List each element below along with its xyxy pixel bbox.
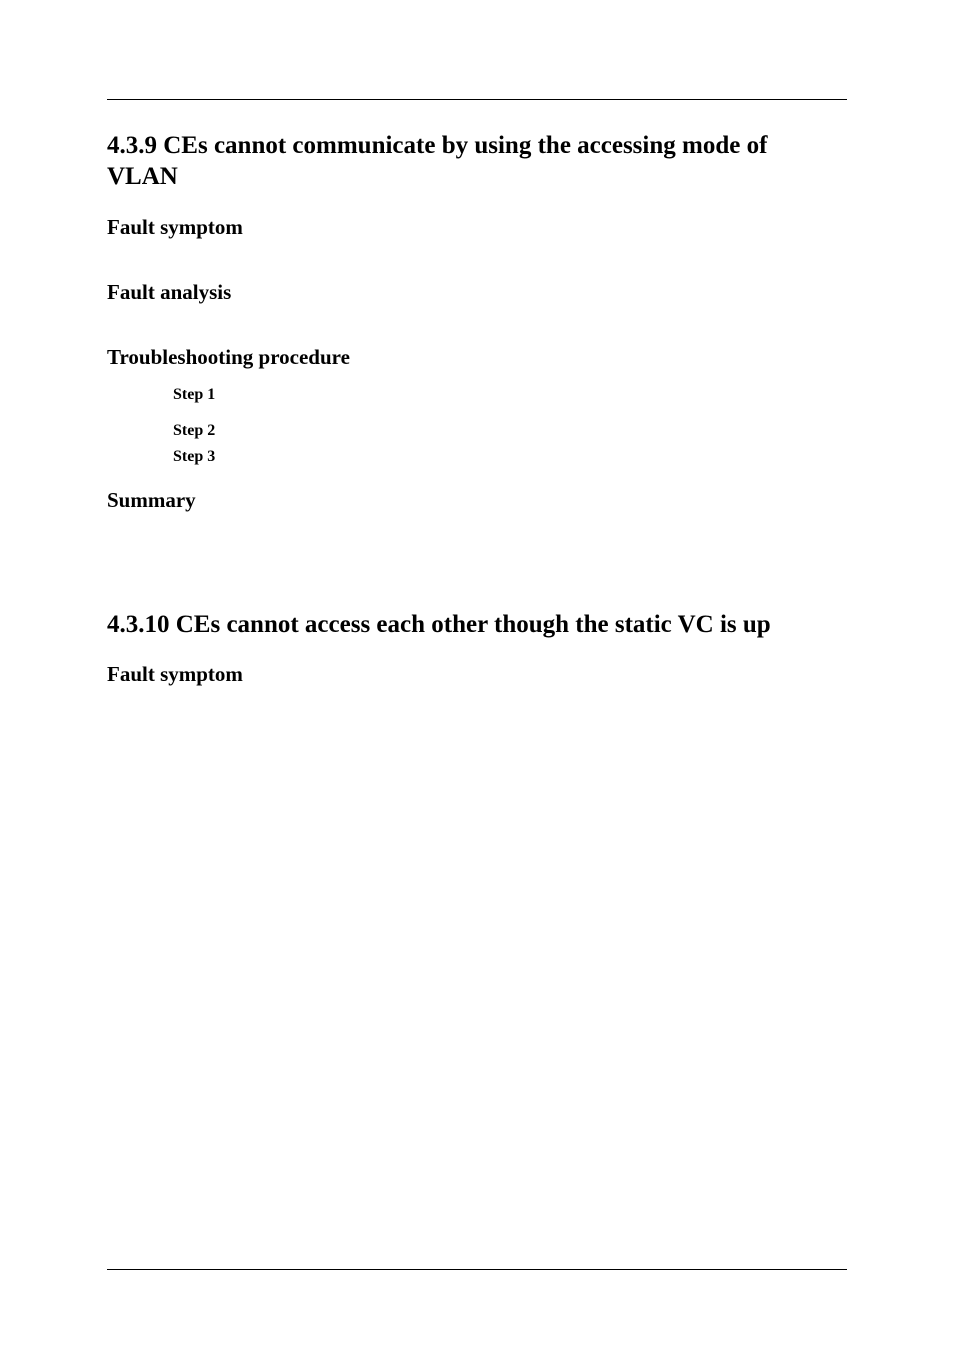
section-gap [107,553,847,609]
bottom-horizontal-rule [107,1269,847,1270]
section-heading-4-3-9: 4.3.9 CEs cannot communicate by using th… [107,130,847,193]
heading-line-2: VLAN [107,163,178,190]
page-container: 4.3.9 CEs cannot communicate by using th… [0,0,954,1350]
top-horizontal-rule [107,99,847,100]
step-2: Step 2 [173,422,847,440]
step-3: Step 3 [173,448,847,466]
subheading-fault-analysis: Fault analysis [107,280,847,305]
steps-list: Step 1 Step 2 Step 3 [173,386,847,466]
subheading-troubleshooting-procedure: Troubleshooting procedure [107,345,847,370]
subheading-summary: Summary [107,488,847,513]
subheading-fault-symptom-1: Fault symptom [107,215,847,240]
heading-line-1: 4.3.9 CEs cannot communicate by using th… [107,132,767,159]
subheading-fault-symptom-2: Fault symptom [107,662,847,687]
section-heading-4-3-10: 4.3.10 CEs cannot access each other thou… [107,609,847,640]
step-1: Step 1 [173,386,847,404]
